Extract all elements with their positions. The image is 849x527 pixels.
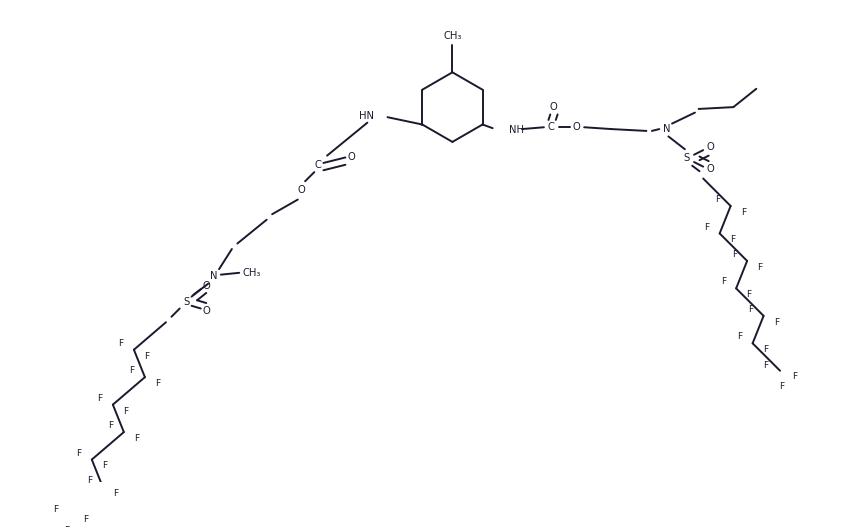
Text: F: F: [83, 515, 88, 524]
Text: F: F: [130, 366, 135, 375]
Text: O: O: [347, 152, 355, 162]
Text: F: F: [763, 345, 768, 354]
Text: F: F: [109, 421, 114, 430]
Text: F: F: [134, 434, 139, 443]
Text: HN: HN: [359, 111, 374, 121]
Text: F: F: [715, 195, 721, 204]
Text: O: O: [706, 164, 714, 174]
Text: F: F: [119, 339, 124, 348]
Text: NH: NH: [509, 125, 524, 135]
Text: F: F: [705, 222, 710, 231]
Text: N: N: [210, 271, 217, 281]
Text: F: F: [737, 333, 742, 341]
Text: O: O: [549, 102, 557, 112]
Text: F: F: [102, 462, 107, 471]
Text: F: F: [792, 372, 797, 381]
Text: F: F: [763, 361, 768, 370]
Text: F: F: [123, 406, 128, 416]
Text: F: F: [98, 394, 103, 403]
Text: F: F: [732, 250, 737, 259]
Text: C: C: [314, 160, 322, 170]
Text: F: F: [773, 318, 779, 327]
Text: F: F: [65, 525, 70, 527]
Text: F: F: [87, 476, 93, 485]
Text: F: F: [748, 305, 753, 314]
Text: O: O: [706, 142, 714, 152]
Text: CH₃: CH₃: [243, 268, 261, 278]
Text: S: S: [683, 153, 690, 163]
Text: F: F: [113, 489, 118, 498]
Text: F: F: [746, 290, 751, 299]
Text: O: O: [573, 122, 581, 132]
Text: CH₃: CH₃: [443, 31, 462, 41]
Text: O: O: [202, 281, 210, 290]
Text: O: O: [298, 186, 306, 196]
Text: F: F: [155, 379, 160, 388]
Text: S: S: [183, 297, 189, 307]
Text: F: F: [76, 448, 82, 457]
Text: F: F: [757, 263, 762, 272]
Text: F: F: [741, 208, 746, 217]
Text: F: F: [144, 352, 149, 360]
Text: F: F: [721, 278, 726, 287]
Text: F: F: [779, 382, 784, 391]
Text: N: N: [663, 124, 671, 134]
Text: F: F: [730, 236, 735, 245]
Text: C: C: [548, 122, 554, 132]
Text: O: O: [202, 306, 210, 316]
Text: F: F: [53, 504, 59, 513]
